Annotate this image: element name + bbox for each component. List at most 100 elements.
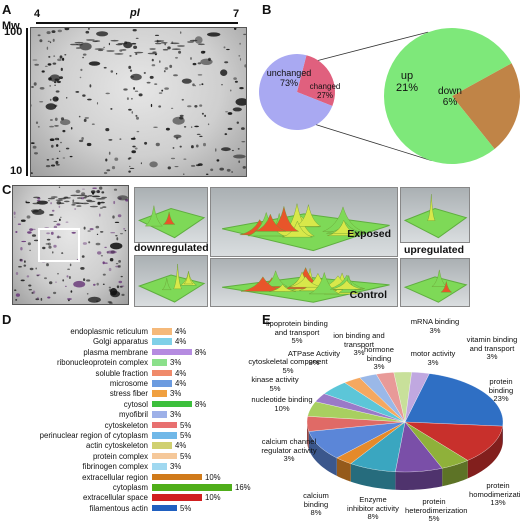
bar-category-label: perinuclear region of cytoplasm [39, 431, 148, 440]
gel-spot [173, 134, 182, 139]
pie-e-label-name: protein heterodimerization [405, 497, 468, 515]
gel-spot [34, 63, 39, 66]
gel-spot [70, 290, 73, 293]
gel-spot [136, 116, 139, 120]
gel-spot [98, 49, 104, 52]
gel-spot [91, 195, 101, 198]
gel-spot [49, 125, 54, 128]
gel-spot [32, 209, 45, 215]
gel-spot [238, 160, 241, 163]
gel-spot [71, 204, 76, 206]
bar-row: protein complex 5% [0, 452, 245, 461]
pie-slice-vitamin-binding-and-transport [404, 371, 430, 423]
gel-spot [164, 87, 169, 90]
panel-label-c: C [2, 182, 12, 197]
gel-spot [155, 142, 160, 147]
pie-e-label-name: vitamin binding and transport [466, 335, 518, 353]
gel-spot [47, 200, 50, 202]
gel-spot [167, 46, 171, 50]
gel-spot [210, 168, 214, 172]
gel-spot [101, 191, 105, 194]
gel-spot [47, 40, 50, 42]
tile-up-exposed [400, 187, 470, 243]
gel-spot [26, 275, 30, 278]
gel-spot [201, 112, 204, 115]
gel-spot [147, 52, 158, 55]
terrain-surface [222, 266, 390, 303]
bar-row: cytosol 8% [0, 400, 245, 409]
gel-spot [108, 151, 111, 155]
gel-spot [194, 36, 203, 44]
gel-spot [47, 63, 52, 66]
gel-spot [37, 126, 40, 128]
gel-spot [64, 28, 70, 31]
gel-spot [133, 136, 135, 140]
gel-spot [106, 169, 111, 172]
gel-spot [135, 114, 138, 117]
gel-spot [82, 53, 87, 56]
gel-spot [49, 74, 61, 82]
gel-spot [200, 58, 213, 65]
gel-spot [48, 55, 51, 58]
gel-spot [197, 74, 203, 76]
gel-spot [197, 62, 202, 65]
gel-spot [46, 232, 50, 235]
gel-spot [32, 59, 38, 61]
bar-value-label: 3% [170, 389, 182, 399]
gel-spot [144, 141, 148, 145]
gel-spot [102, 206, 107, 208]
gel-spot [110, 70, 114, 73]
gel-spot [78, 115, 81, 118]
gel-spot [109, 258, 114, 262]
gel-spot [83, 278, 86, 281]
gel-spot [55, 199, 63, 201]
gel-spot [88, 61, 101, 66]
bar-category-label: ribonucleoprotein complex [56, 358, 148, 368]
gel-spot [27, 231, 32, 234]
pie-slice-motor-activity [393, 371, 412, 423]
gel-spot [63, 200, 70, 203]
gel-spot [49, 281, 53, 285]
terrain-peak [263, 270, 288, 287]
pie-slice-ion-binding-and-transport [344, 377, 406, 423]
pie-e-label-name: Enzyme inhibitor activity [347, 495, 399, 513]
bar-row: extracellular region 10% [0, 473, 245, 482]
zoom-line-top [317, 31, 429, 61]
gel-spot [179, 114, 184, 117]
gel-spot [65, 221, 69, 223]
gel-spot [158, 105, 162, 108]
gel-spot [97, 201, 101, 205]
gel-spot [149, 75, 154, 79]
gel-spot [53, 55, 56, 57]
gel-spot [107, 301, 112, 303]
panel-label-d: D [2, 312, 12, 327]
gel-spot [44, 65, 48, 67]
pie-e-label-name: ATPase Activity [287, 349, 341, 358]
panel-label-b: B [262, 2, 272, 17]
gel-spot [67, 298, 72, 300]
pie-slice-protein-binding [404, 373, 504, 427]
gel-spot [70, 43, 79, 46]
gel-spot [54, 125, 59, 127]
bar-row: soluble fraction 4% [0, 369, 245, 378]
gel-spot [86, 39, 95, 41]
pie-slice-lipoprotein-binding-and-transport [323, 382, 406, 423]
gel-spot [17, 223, 21, 225]
gel-spot [55, 90, 60, 93]
gel-spot [79, 42, 92, 51]
gel-spot [68, 299, 70, 302]
gel-spot [52, 62, 57, 65]
pie-e-label: nucleotide binding 10% [247, 395, 317, 413]
gel-spot [196, 144, 199, 148]
gel-spot [50, 202, 52, 205]
terrain-peak [440, 281, 453, 293]
pie-side-kinase-activity [307, 422, 309, 450]
gel-spot [116, 285, 120, 289]
gel-spot [51, 158, 54, 160]
gel-spot [46, 31, 51, 35]
gel-spot [238, 55, 241, 57]
gel-spot [31, 292, 34, 294]
gel-spot [73, 280, 86, 288]
gel-spot [132, 145, 136, 148]
gel-spot [153, 126, 158, 128]
